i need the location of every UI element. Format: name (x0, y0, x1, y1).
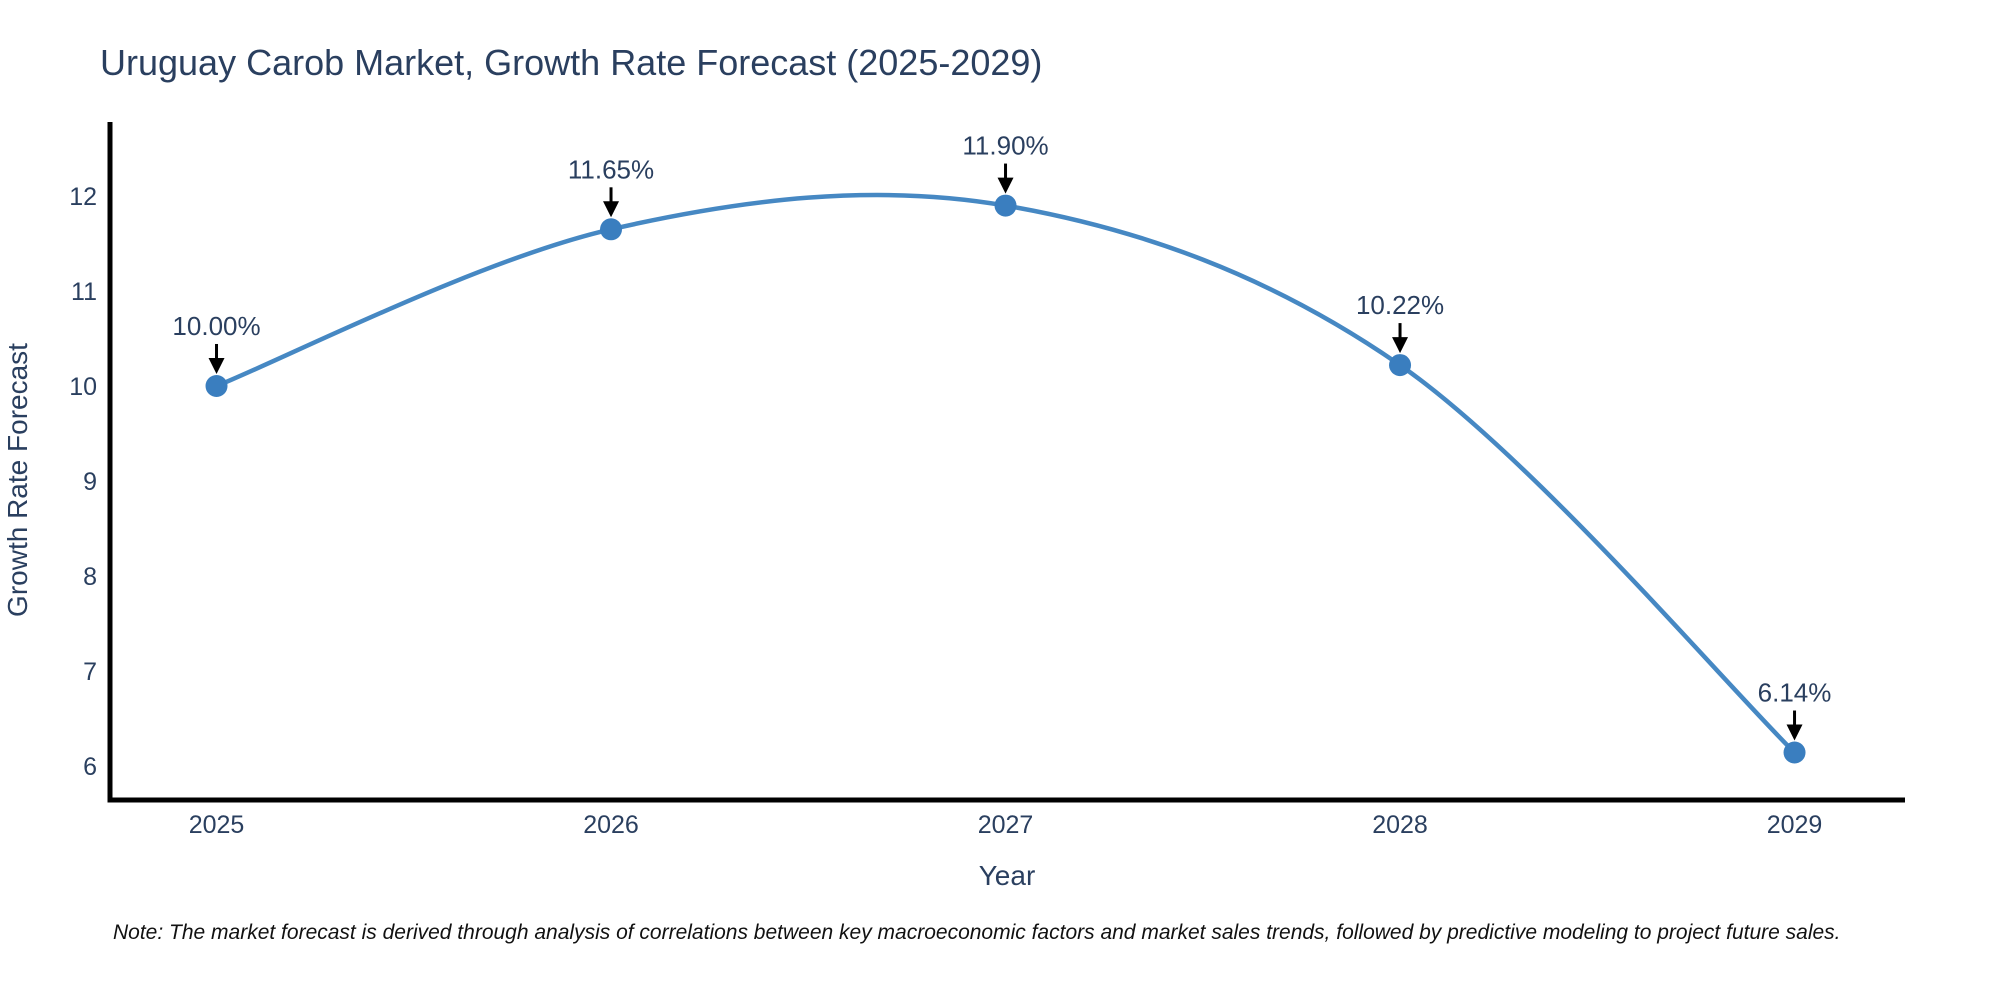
y-tick-label: 12 (69, 183, 97, 211)
x-axis-title: Year (979, 860, 1036, 891)
annotation-arrowhead-icon (997, 177, 1014, 194)
y-tick-label: 6 (83, 753, 97, 781)
annotation-arrowhead-icon (208, 357, 225, 374)
x-tick-label: 2028 (1372, 811, 1428, 839)
plot-area: 6 7 8 9 10 11 12 2025 2026 2027 2028 2029 10.00% 11.6… (69, 122, 1905, 839)
data-point-2029 (1783, 741, 1806, 764)
data-point-2028 (1389, 354, 1412, 377)
x-tick-label: 2029 (1767, 811, 1823, 839)
x-tick-label: 2027 (978, 811, 1034, 839)
data-point-2026 (600, 218, 623, 241)
x-tick-label: 2025 (189, 811, 245, 839)
data-point-2025 (205, 374, 228, 397)
y-tick-label: 8 (83, 563, 97, 591)
y-tick-label: 9 (83, 468, 97, 496)
y-tick-label: 7 (83, 658, 97, 686)
annotation-arrowhead-icon (1392, 337, 1409, 354)
y-tick-label: 10 (69, 373, 97, 401)
point-label-2027: 11.90% (962, 131, 1048, 161)
annotation-arrowhead-icon (603, 201, 620, 218)
point-label-2028: 10.22% (1356, 290, 1444, 320)
point-label-2026: 11.65% (568, 154, 654, 184)
data-point-2027 (994, 194, 1017, 217)
point-label-2029: 6.14% (1758, 678, 1832, 708)
forecast-line (214, 192, 1797, 755)
annotation-arrowhead-icon (1786, 724, 1803, 741)
y-axis-title: Growth Rate Forecast (2, 343, 33, 617)
x-tick-label: 2026 (583, 811, 639, 839)
chart-title: Uruguay Carob Market, Growth Rate Foreca… (100, 42, 1042, 83)
point-label-2025: 10.00% (172, 311, 260, 341)
y-tick-label: 11 (71, 278, 97, 306)
footnote: Note: The market forecast is derived thr… (113, 921, 1841, 944)
